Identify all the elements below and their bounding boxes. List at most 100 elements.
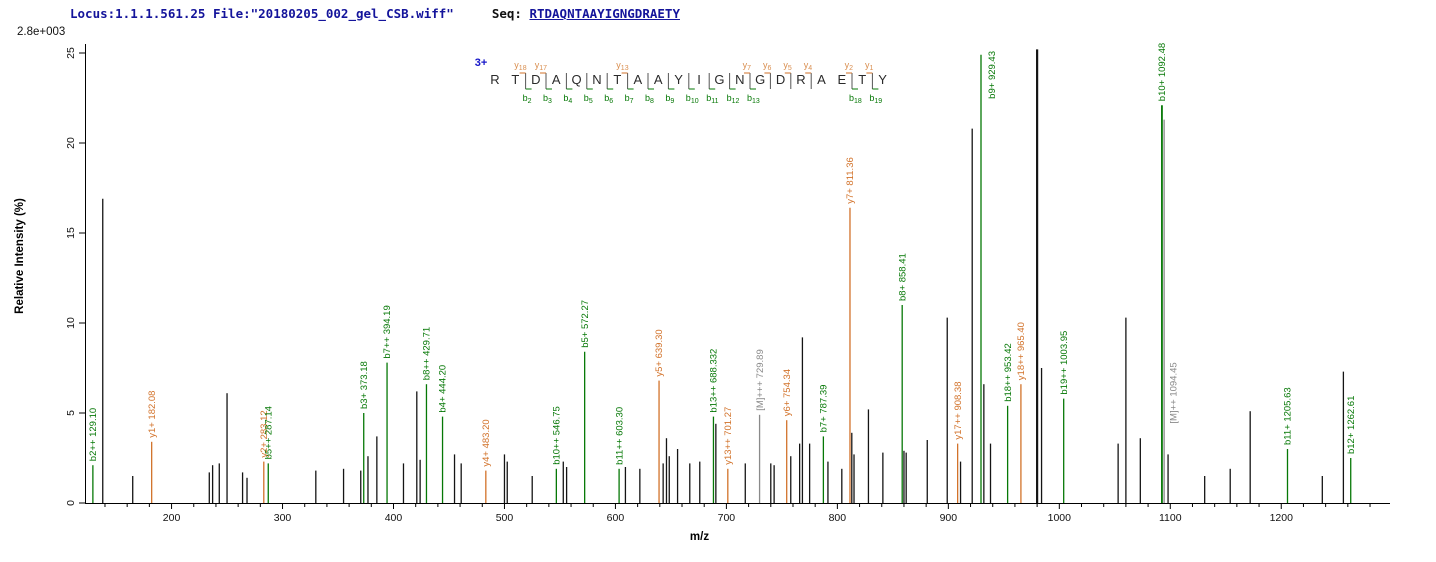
peak-label: y13++ 701.27	[723, 407, 734, 465]
x-tick-label: 800	[829, 512, 847, 524]
residue-letter: Q	[572, 72, 582, 87]
b-ion-ladder-label: b3	[543, 93, 552, 105]
y-tick-label: 25	[65, 47, 77, 59]
precursor-charge: 3+	[475, 57, 488, 69]
y-tick-label: 5	[65, 410, 77, 416]
y-tick-label: 20	[65, 137, 77, 149]
residue-letter: G	[755, 72, 765, 87]
x-axis-title: m/z	[690, 531, 709, 543]
residue-letter: A	[817, 72, 826, 87]
residue-letter: N	[592, 72, 601, 87]
peak-label: b10++ 546.75	[552, 406, 563, 465]
x-tick-label: 1000	[1048, 512, 1072, 524]
residue-letter: Y	[878, 72, 887, 87]
peak-label: y1+ 182.08	[147, 391, 158, 438]
y-ion-ladder-label: y18	[514, 60, 526, 72]
header-bar: Locus:1.1.1.561.25 File:"20180205_002_ge…	[70, 6, 680, 21]
residue-letter: D	[531, 72, 540, 87]
peak-label: b2++ 129.10	[88, 408, 99, 461]
peak-label: b3+ 373.18	[359, 361, 370, 409]
peak-label: y18++ 965.40	[1016, 322, 1027, 380]
y-ion-ladder-label: y5	[783, 60, 792, 72]
y-ion-ladder-label: y13	[616, 60, 628, 72]
x-tick-label: 300	[274, 512, 292, 524]
b-ion-ladder-label: b9	[665, 93, 674, 105]
peak-label: [M]++ 1094.45	[1168, 362, 1179, 423]
peak-label: b18++ 953.42	[1003, 343, 1014, 402]
b-ion-ladder-label: b7	[625, 93, 634, 105]
residue-letter: T	[511, 72, 519, 87]
b-ion-ladder-label: b8	[645, 93, 654, 105]
peak-label: b8++ 429.71	[422, 327, 433, 380]
residue-letter: R	[796, 72, 805, 87]
peak-label: b10+ 1092.48	[1157, 43, 1168, 101]
peak-label: b12+ 1262.61	[1346, 396, 1357, 454]
peak-label: b9+ 929.43	[987, 51, 998, 99]
x-tick-label: 200	[163, 512, 181, 524]
y-ion-ladder-label: y6	[763, 60, 772, 72]
residue-letter: A	[654, 72, 663, 87]
seq-value[interactable]: RTDAQNTAAYIGNGDRAETY	[529, 6, 680, 21]
b-ion-ladder-label: b6	[604, 93, 613, 105]
b-ion-ladder-label: b11	[706, 93, 718, 105]
peak-label: b13++ 688.332	[709, 349, 720, 413]
peak-label: y4+ 483.20	[481, 419, 492, 466]
peak-label: b5++ 287.14	[263, 406, 274, 459]
peak-label: b7++ 394.19	[382, 305, 393, 358]
residue-letter: D	[776, 72, 785, 87]
peak-label: b19++ 1003.95	[1059, 331, 1070, 395]
x-tick-label: 900	[940, 512, 958, 524]
b-ion-ladder-label: b4	[563, 93, 572, 105]
residue-letter: R	[490, 72, 499, 87]
peak-label: b11++ 603.30	[614, 407, 625, 465]
residue-letter: T	[613, 72, 621, 87]
peak-label: y17++ 908.38	[953, 381, 964, 439]
b-ion-ladder-label: b12	[727, 93, 740, 105]
axes	[79, 44, 1390, 509]
x-tick-label: 500	[496, 512, 514, 524]
x-tick-label: 700	[718, 512, 736, 524]
peak-label: y2+ 283.12	[259, 410, 270, 457]
max-intensity-label: 2.8e+003	[17, 26, 66, 38]
peak-label: y7+ 811.36	[845, 157, 856, 204]
peak-label: b8+ 858.41	[897, 253, 908, 301]
peak-label: b11+ 1205.63	[1283, 387, 1294, 445]
residue-letter: E	[837, 72, 846, 87]
residue-letter: T	[858, 72, 866, 87]
peak-label: y5+ 639.30	[654, 329, 665, 376]
peak-label: b5+ 572.27	[580, 300, 591, 348]
x-tick-label: 600	[607, 512, 625, 524]
b-ion-ladder-label: b10	[686, 93, 699, 105]
peak-label: b4+ 444.20	[438, 365, 449, 413]
peak-label: [M]+++ 729.89	[755, 349, 766, 411]
residue-letter: I	[697, 72, 701, 87]
peak-label: b7+ 787.39	[819, 385, 830, 433]
y-tick-label: 15	[65, 227, 77, 239]
y-ion-ladder-label: y1	[865, 60, 874, 72]
b-ion-ladder-label: b18	[849, 93, 862, 105]
b-ion-ladder-label: b2	[523, 93, 532, 105]
y-axis-title: Relative Intensity (%)	[14, 198, 26, 314]
seq-label: Seq:	[491, 6, 522, 21]
y-ion-ladder-label: y7	[743, 60, 752, 72]
residue-letter: N	[735, 72, 744, 87]
y-ion-ladder-label: y2	[845, 60, 854, 72]
b-ion-ladder-label: b13	[747, 93, 760, 105]
b-ion-ladder-label: b19	[869, 93, 882, 105]
residue-letter: G	[714, 72, 724, 87]
y-ion-ladder-label: y17	[535, 60, 547, 72]
y-ion-ladder-label: y4	[804, 60, 813, 72]
residue-letter: A	[633, 72, 642, 87]
locus-file-text: Locus:1.1.1.561.25 File:"20180205_002_ge…	[70, 6, 454, 21]
residue-letter: A	[552, 72, 561, 87]
residue-letter: Y	[674, 72, 683, 87]
x-tick-label: 1100	[1159, 512, 1182, 524]
y-tick-label: 10	[65, 317, 77, 329]
b-ion-ladder-label: b5	[584, 93, 593, 105]
x-tick-label: 400	[385, 512, 403, 524]
peak-label: y6+ 754.34	[782, 369, 793, 416]
x-tick-label: 1200	[1270, 512, 1294, 524]
